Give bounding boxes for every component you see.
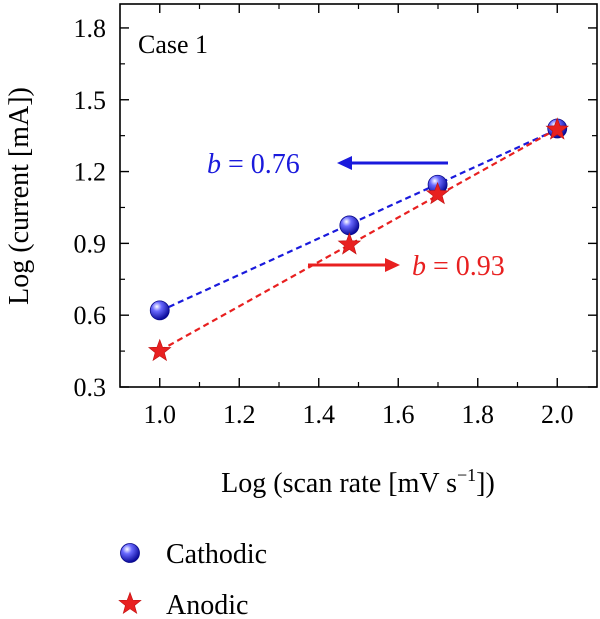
legend-cathodic-marker bbox=[120, 543, 140, 563]
legend-anodic-label: Anodic bbox=[166, 590, 248, 619]
anodic-b-text: b = 0.93 bbox=[412, 251, 505, 282]
cathodic-b-text: b = 0.76 bbox=[207, 149, 300, 180]
y-tick-label: 1.5 bbox=[74, 86, 107, 115]
legend-item-cathodic: Cathodic bbox=[120, 539, 267, 570]
anodic-point bbox=[545, 117, 570, 140]
y-tick-label: 1.8 bbox=[74, 14, 107, 43]
anodic-fit-line bbox=[159, 127, 558, 352]
anodic-b-symbol: b bbox=[412, 251, 426, 282]
anodic-annotation: b = 0.93 bbox=[308, 251, 505, 282]
cathodic-point bbox=[339, 215, 360, 236]
cathodic-point bbox=[149, 300, 170, 321]
y-tick-label: 0.3 bbox=[74, 373, 107, 402]
data-points bbox=[147, 117, 570, 362]
cathodic-fit-line bbox=[159, 128, 558, 313]
axis-ticks bbox=[120, 4, 597, 388]
x-axis-title-main: Log (scan rate [mV s bbox=[221, 468, 457, 499]
anodic-arrow-head bbox=[385, 258, 400, 272]
fit-lines bbox=[159, 127, 558, 352]
y-axis-title: Log (current [mA]) bbox=[4, 87, 35, 305]
panel-label: Case 1 bbox=[138, 30, 208, 59]
anodic-b-value: = 0.93 bbox=[426, 251, 505, 282]
x-tick-label: 2.0 bbox=[541, 400, 574, 429]
legend-anodic-marker bbox=[118, 591, 142, 614]
x-axis-title-tail: ]) bbox=[476, 468, 495, 499]
y-tick-label: 1.2 bbox=[74, 158, 107, 187]
cathodic-annotation: b = 0.76 bbox=[207, 149, 448, 180]
x-tick-label: 1.8 bbox=[462, 400, 495, 429]
anodic-point bbox=[425, 181, 450, 205]
x-tick-label: 1.2 bbox=[223, 400, 256, 429]
cathodic-b-value: = 0.76 bbox=[221, 149, 300, 180]
x-tick-label: 1.6 bbox=[382, 400, 415, 429]
y-tick-label: 0.9 bbox=[74, 229, 107, 258]
anodic-point bbox=[337, 232, 362, 255]
tick-labels: 1.0 1.2 1.4 1.6 1.8 2.0 0.3 0.6 0.9 1.2 1.5 1.8 bbox=[74, 14, 574, 429]
cathodic-arrow-head bbox=[337, 156, 352, 170]
x-axis-title-sup: −1 bbox=[457, 465, 476, 485]
x-axis-title: Log (scan rate [mV s−1]) bbox=[221, 465, 495, 499]
x-tick-label: 1.4 bbox=[303, 400, 336, 429]
x-tick-label: 1.0 bbox=[144, 400, 177, 429]
legend: Cathodic Anodic bbox=[118, 539, 267, 619]
legend-item-anodic: Anodic bbox=[118, 590, 248, 619]
cathodic-b-symbol: b bbox=[207, 149, 221, 180]
legend-cathodic-label: Cathodic bbox=[166, 539, 267, 570]
anodic-point bbox=[147, 338, 172, 362]
y-tick-label: 0.6 bbox=[74, 301, 107, 330]
plot-frame bbox=[119, 3, 598, 388]
